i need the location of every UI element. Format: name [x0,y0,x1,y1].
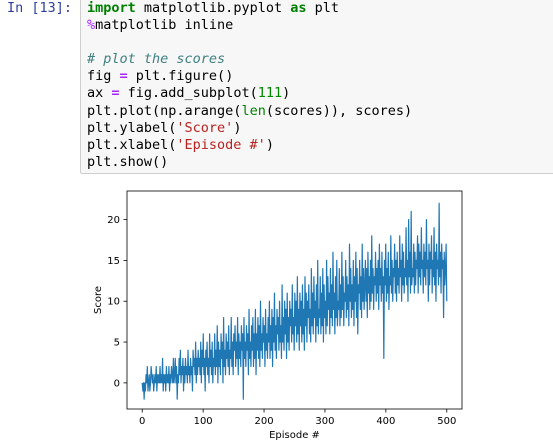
code-line: plt.show() [87,154,412,171]
x-tick-label: 400 [376,416,395,427]
code-token: plt.figure() [127,68,234,85]
code-token: as [290,0,307,16]
code-cell-input[interactable] [80,0,553,174]
code-line: # plot the scores [87,51,412,68]
code-line [87,34,412,51]
y-tick-label: 15 [107,256,120,267]
code-line: plt.xlabel('Episode #') [87,137,412,154]
x-tick-label: 500 [437,416,456,427]
code-token: matplotlib inline [95,17,234,34]
code-token: 111 [257,85,283,102]
x-tick-label: 0 [139,416,145,427]
code-token: plt [306,0,339,16]
code-token: plt.show() [87,153,169,170]
code-token: fig [87,68,120,85]
code-line: plt.plot(np.arange(len(scores)), scores) [87,103,412,120]
x-axis-label: Episode # [269,430,320,441]
x-tick-label: 300 [315,416,334,427]
code-line: plt.ylabel('Score') [87,120,412,137]
code-token: len [241,102,266,119]
code-token: = [119,68,128,85]
y-tick-label: 0 [114,378,120,389]
code-line: fig = plt.figure() [87,68,412,85]
code-line: %matplotlib inline [87,17,412,34]
y-tick-label: 10 [107,297,120,308]
y-tick-label: 20 [107,215,120,226]
code-token: = [111,85,120,102]
code-token: % [87,17,96,34]
code-token: ) [282,85,291,102]
code-token: import [87,0,136,16]
y-tick-label: 5 [114,338,120,349]
series-line [141,202,448,400]
code-token: ) [233,119,242,136]
code-token: plt.plot(np.arange( [87,102,242,119]
plot-frame [126,190,463,410]
code-token: ax [87,85,112,102]
score-line-chart: 0 100 200 300 400 500 0 5 10 15 20 Episode # Score [93,190,463,441]
code-token: fig.add_subplot( [119,85,258,102]
code-token: matplotlib.pyplot [135,0,291,16]
code-token: plt.xlabel( [87,136,177,153]
code-token: 'Score' [176,119,234,136]
code-editor[interactable]: import matplotlib.pyplot as plt %matplotl… [87,0,412,171]
code-token: ) [265,136,274,153]
code-token: # plot the scores [87,51,226,68]
x-tick-label: 200 [254,416,273,427]
input-prompt: In [13]: [7,0,73,16]
x-tick-label: 100 [194,416,213,427]
code-token: (scores)), scores) [265,102,413,119]
code-token: 'Episode #' [176,136,266,153]
code-token: plt.ylabel( [87,119,177,136]
y-axis-label: Score [93,286,104,314]
code-line: ax = fig.add_subplot(111) [87,85,412,102]
code-line: import matplotlib.pyplot as plt [87,0,412,17]
